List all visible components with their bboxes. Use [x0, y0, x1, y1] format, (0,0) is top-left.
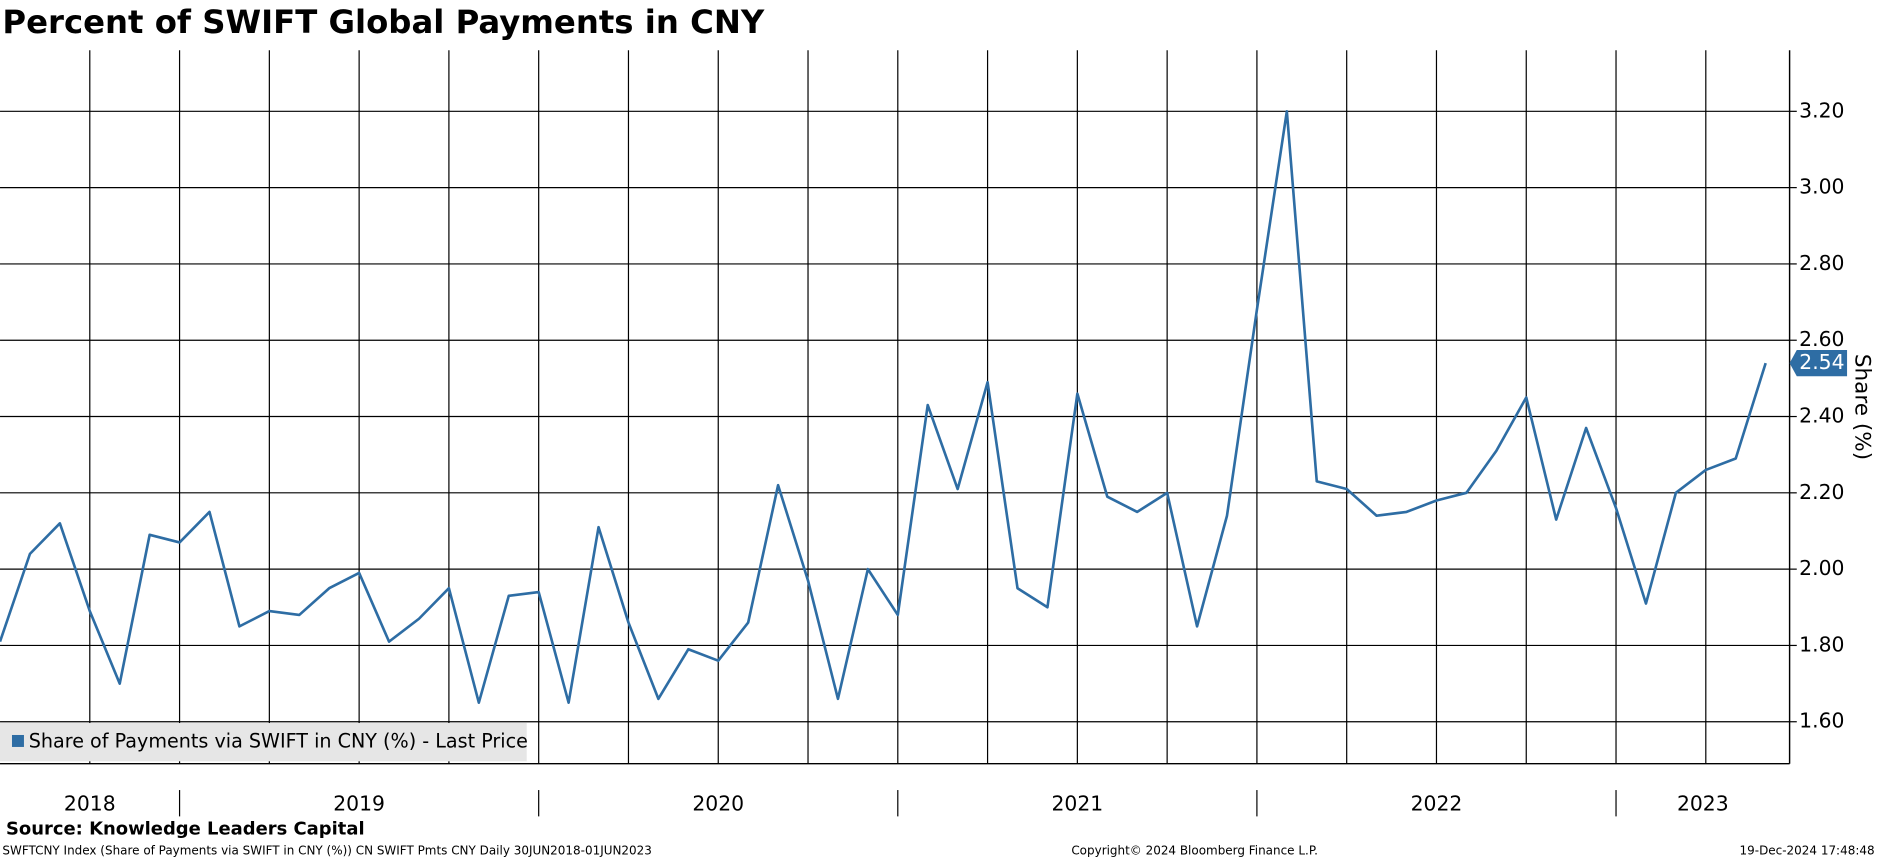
- legend: Share of Payments via SWIFT in CNY (%) -…: [0, 723, 528, 762]
- chart-title: Percent of SWIFT Global Payments in CNY: [2, 3, 764, 41]
- last-value-label: 2.54: [1799, 350, 1844, 374]
- x-tick-label: 2018: [64, 791, 116, 815]
- y-tick-label: 1.60: [1799, 709, 1844, 733]
- y-tick-label: 2.60: [1799, 327, 1844, 351]
- y-tick-label: 3.20: [1799, 98, 1844, 122]
- y-tick-label: 3.00: [1799, 175, 1844, 199]
- plot: 2.54: [0, 110, 1848, 704]
- grid: [0, 50, 1797, 817]
- footer-right: 19-Dec-2024 17:48:48: [1740, 844, 1875, 858]
- x-tick-label: 2023: [1677, 791, 1729, 815]
- footer-center: Copyright© 2024 Bloomberg Finance L.P.: [1071, 844, 1318, 858]
- x-tick-label: 2019: [333, 791, 385, 815]
- y-tick-label: 1.80: [1799, 632, 1844, 656]
- y-axis-label: Share (%): [1849, 354, 1874, 460]
- legend-box: [0, 723, 527, 762]
- y-tick-label: 2.40: [1799, 404, 1844, 428]
- line: [0, 110, 1767, 704]
- x-tick-label: 2021: [1051, 791, 1103, 815]
- legend-swatch: [11, 734, 24, 747]
- x-tick-label: 2020: [692, 791, 744, 815]
- legend-label: Share of Payments via SWIFT in CNY (%) -…: [29, 730, 528, 753]
- last-value-badge: [1789, 349, 1848, 377]
- y-tick-label: 2.00: [1799, 556, 1844, 580]
- source: Source: Knowledge Leaders Capital: [6, 819, 365, 840]
- y-tick-label: 2.20: [1799, 480, 1844, 504]
- x-tick-label: 2022: [1411, 791, 1463, 815]
- footer-left: SWFTCNY Index (Share of Payments via SWI…: [2, 844, 652, 858]
- y-tick-label: 2.80: [1799, 251, 1844, 275]
